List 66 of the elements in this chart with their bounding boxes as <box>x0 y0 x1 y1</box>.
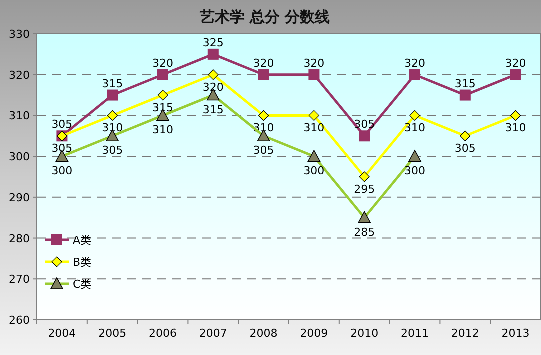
point <box>308 110 320 122</box>
x-tick-label: 2004 <box>48 327 76 340</box>
legend-label: B类 <box>73 256 92 269</box>
point <box>107 110 118 122</box>
point <box>460 90 471 101</box>
point <box>410 110 420 122</box>
x-tick-label: 2009 <box>300 327 328 340</box>
data-label: 305 <box>253 144 274 158</box>
data-label: 300 <box>304 164 325 178</box>
data-label: 310 <box>102 122 124 135</box>
data-label: 310 <box>404 122 426 135</box>
data-label: 315 <box>102 77 124 90</box>
y-tick-label: 290 <box>9 191 30 204</box>
data-label: 315 <box>202 103 224 116</box>
data-label: 305 <box>52 142 73 156</box>
point <box>258 110 270 122</box>
x-tick-label: 2011 <box>401 327 429 340</box>
point <box>359 172 370 182</box>
point <box>510 69 522 80</box>
point <box>208 48 219 60</box>
y-tick-label: 310 <box>9 110 30 123</box>
data-label: 315 <box>454 77 476 90</box>
x-tick-label: 2006 <box>149 327 177 340</box>
data-label: 320 <box>152 56 174 70</box>
data-label: 285 <box>354 226 376 239</box>
point <box>510 110 522 122</box>
point <box>158 69 168 80</box>
y-tick-label: 270 <box>9 273 30 286</box>
x-tick-label: 2010 <box>350 327 379 340</box>
x-tick-label: 2012 <box>451 327 480 340</box>
data-label: 320 <box>505 56 526 70</box>
point <box>359 130 370 142</box>
data-label: 320 <box>404 56 426 70</box>
x-tick-label: 2007 <box>199 327 228 340</box>
point <box>258 69 270 80</box>
y-tick-label: 320 <box>9 68 30 82</box>
point <box>460 130 471 142</box>
data-label: 315 <box>152 101 174 114</box>
data-label: 300 <box>404 164 426 178</box>
y-tick-label: 260 <box>9 314 30 327</box>
point <box>410 69 420 80</box>
x-tick-label: 2008 <box>250 327 278 340</box>
point <box>158 90 168 101</box>
x-tick-label: 2013 <box>502 327 530 340</box>
y-tick-label: 300 <box>9 150 30 164</box>
data-label: 305 <box>52 118 73 132</box>
y-tick-label: 330 <box>9 28 30 41</box>
legend-label: C类 <box>73 278 92 291</box>
point <box>107 90 118 101</box>
data-label: 305 <box>102 144 124 158</box>
data-label: 300 <box>52 164 73 178</box>
x-tick-label: 2005 <box>98 327 127 340</box>
point <box>308 69 320 80</box>
data-label: 310 <box>152 124 174 137</box>
data-label: 320 <box>304 56 325 70</box>
data-label: 310 <box>505 122 526 135</box>
point <box>208 70 219 80</box>
data-label: 320 <box>253 56 274 70</box>
chart-title: 艺术学 总分 分数线 <box>198 8 330 26</box>
data-label: 325 <box>202 36 224 50</box>
data-label: 295 <box>354 183 376 196</box>
data-label: 320 <box>202 80 224 94</box>
data-label: 310 <box>304 122 325 135</box>
y-tick-label: 280 <box>9 232 30 246</box>
data-label: 305 <box>454 142 476 156</box>
legend-label: A类 <box>73 234 92 247</box>
